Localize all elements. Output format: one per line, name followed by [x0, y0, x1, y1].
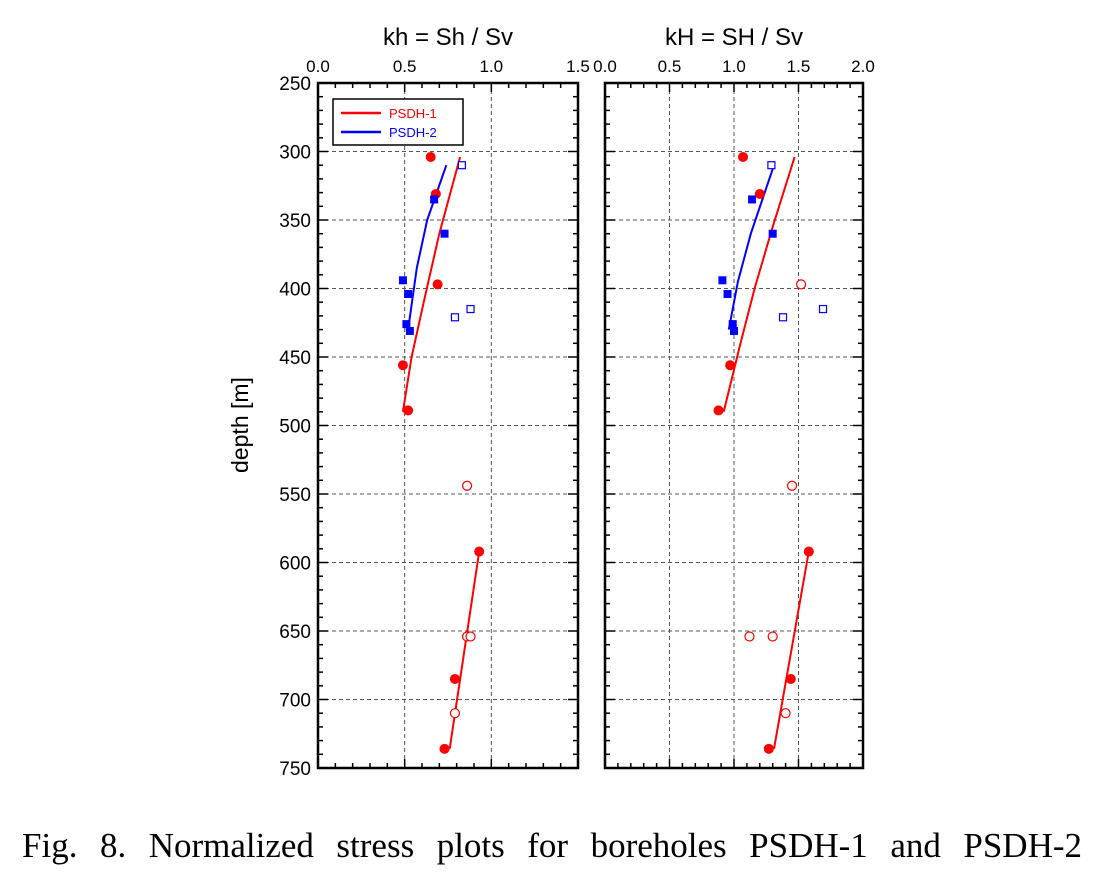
data-point-psdh-1	[763, 743, 774, 754]
y-tick-label: 250	[279, 74, 311, 95]
data-point-psdh-1	[449, 673, 460, 684]
data-point-open-psdh-1	[786, 480, 798, 491]
data-point-psdh-2	[405, 326, 414, 335]
data-point-psdh-2	[402, 320, 411, 329]
y-tick-label: 350	[279, 211, 311, 232]
data-point-open-psdh-1	[795, 279, 807, 290]
trend-line-psdh-2	[407, 164, 448, 330]
data-point-psdh-1	[439, 743, 450, 754]
x-tick-label: 1.0	[480, 57, 504, 76]
data-point-psdh-2	[398, 276, 407, 285]
data-point-psdh-1	[713, 405, 724, 416]
data-point-psdh-1	[425, 151, 436, 162]
x-tick-label: 1.5	[566, 57, 590, 76]
data-point-open-psdh-1	[461, 480, 473, 491]
y-axis-label: depth [m]	[227, 377, 253, 473]
y-tick-label: 550	[279, 485, 311, 506]
panel-title: kH = SH / Sv	[665, 24, 803, 51]
data-point-open-psdh-1	[449, 708, 461, 719]
trend-line-psdh-1	[773, 551, 810, 749]
data-point-psdh-1	[397, 360, 408, 371]
y-tick-label: 300	[279, 143, 311, 164]
x-tick-label: 2.0	[851, 57, 875, 76]
kH-panel: kH = SH / Sv 0.0 0.5 1.0 1.5 2.0	[593, 24, 875, 770]
data-point-open-psdh-1	[465, 631, 476, 642]
x-tick-label: 0.0	[593, 57, 617, 76]
data-point-psdh-1	[738, 151, 749, 162]
legend-label-psdh-2: PSDH-2	[389, 125, 437, 140]
data-point-psdh-1	[432, 279, 443, 290]
data-point-psdh-2	[730, 326, 738, 335]
x-tick-label: 0.5	[393, 57, 417, 76]
data-point-open-psdh-2	[767, 161, 776, 170]
data-point-psdh-2	[748, 195, 757, 204]
data-point-psdh-1	[403, 405, 414, 416]
data-point-open-psdh-1	[767, 631, 778, 642]
trend-line-psdh-1	[401, 156, 462, 412]
y-tick-label: 500	[279, 417, 311, 438]
x-tick-label: 0.0	[306, 57, 330, 76]
data-point-psdh-2	[723, 289, 732, 298]
x-tick-label: 1.0	[722, 57, 746, 76]
panel-title: kh = Sh / Sv	[383, 24, 513, 51]
y-tick-label: 650	[279, 622, 311, 643]
y-tick-label: 600	[279, 554, 311, 575]
y-tick-label: 450	[279, 348, 311, 369]
figure-caption: Fig. 8. Normalized stress plots for bore…	[22, 826, 1082, 865]
legend-label-psdh-1: PSDH-1	[389, 106, 437, 121]
data-point-psdh-2	[718, 276, 727, 285]
data-point-open-psdh-2	[466, 304, 475, 314]
data-point-psdh-2	[768, 229, 777, 238]
data-point-open-psdh-2	[450, 313, 460, 322]
data-point-psdh-1	[754, 188, 765, 199]
data-point-psdh-2	[404, 289, 413, 298]
y-tick-label: 750	[279, 759, 311, 780]
y-tick-label: 400	[279, 280, 311, 301]
data-point-psdh-1	[725, 360, 736, 371]
legend-box	[332, 98, 464, 146]
x-tick-label: 0.5	[658, 57, 682, 76]
kh-panel: kh = Sh / Sv 0.0 0.5 1.0 1.5 250 300 350 400 450 5…	[279, 24, 590, 780]
data-point-psdh-1	[785, 673, 796, 684]
data-point-open-psdh-1	[780, 708, 791, 719]
data-point-open-psdh-1	[744, 631, 755, 642]
y-tick-label: 700	[279, 691, 311, 712]
x-tick-label: 1.5	[787, 57, 811, 76]
data-point-open-psdh-2	[457, 161, 466, 170]
data-point-psdh-1	[474, 546, 485, 557]
data-point-open-psdh-2	[818, 304, 828, 314]
data-point-psdh-1	[803, 546, 814, 557]
trend-line-psdh-2	[727, 164, 775, 330]
data-point-psdh-2	[430, 195, 439, 204]
trend-line-psdh-1	[448, 551, 481, 749]
data-point-psdh-2	[728, 320, 737, 329]
data-point-psdh-2	[440, 229, 449, 238]
data-point-open-psdh-2	[778, 313, 788, 322]
